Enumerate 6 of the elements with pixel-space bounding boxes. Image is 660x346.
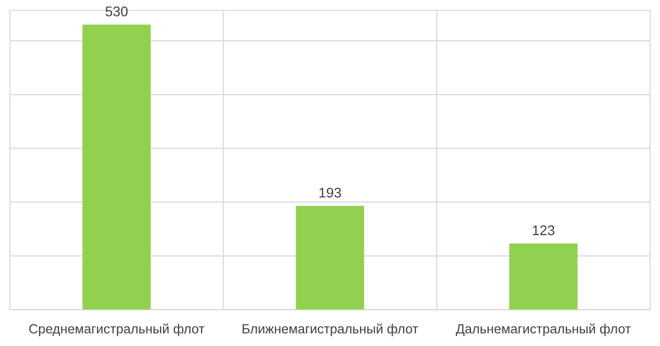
data-label: 530 (106, 6, 128, 16)
data-label: 193 (319, 188, 341, 198)
data-label: 123 (532, 225, 554, 236)
x-tick-label: Дальнемагистральный флот (456, 324, 631, 336)
x-tick-label: Ближнемагистральный флот (242, 324, 418, 336)
x-tick-label: Среднемагистральный флот (29, 324, 204, 336)
